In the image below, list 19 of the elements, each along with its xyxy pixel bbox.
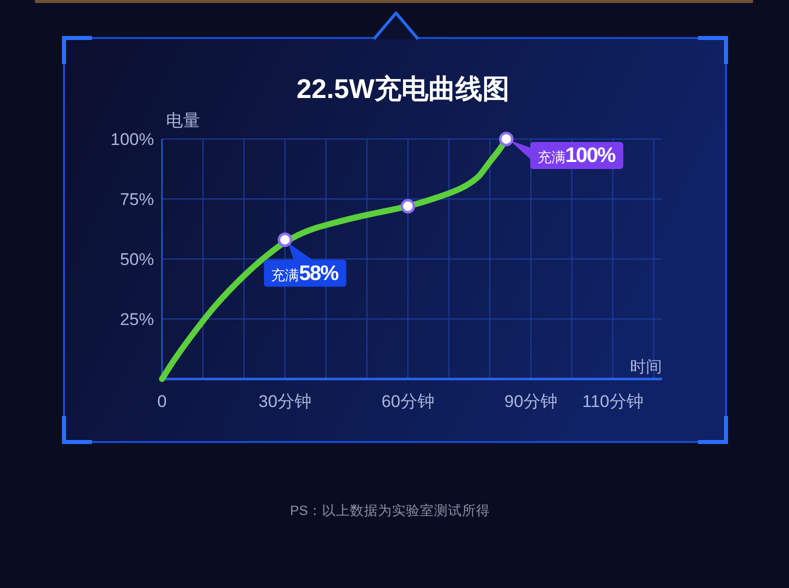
annotation: 充满100% bbox=[537, 144, 616, 167]
text: PS：以上数据为实验室测试所得 bbox=[290, 503, 490, 518]
y-tick-label: 100% bbox=[110, 130, 154, 149]
annotation: 充满58% bbox=[270, 262, 340, 285]
point bbox=[278, 232, 292, 248]
y-tick-label: 75% bbox=[120, 190, 154, 209]
chart-title: 22.5W充电曲线图 bbox=[296, 74, 510, 104]
x-tick-label: 110分钟 bbox=[582, 392, 644, 411]
x-tick-label: 60分钟 bbox=[381, 392, 434, 411]
point bbox=[499, 132, 514, 146]
x-tick-label: 30分钟 bbox=[258, 392, 312, 411]
y-axis-title: 电量 bbox=[166, 111, 200, 130]
x-tick-label: 90分钟 bbox=[504, 392, 558, 411]
x-axis-title: 时间 bbox=[630, 358, 662, 376]
y-tick-label: 50% bbox=[120, 250, 154, 269]
point bbox=[400, 198, 416, 214]
x-tick-label: 0 bbox=[157, 392, 167, 411]
y-tick-label: 25% bbox=[120, 310, 154, 329]
callout: 充满58% bbox=[264, 242, 346, 287]
